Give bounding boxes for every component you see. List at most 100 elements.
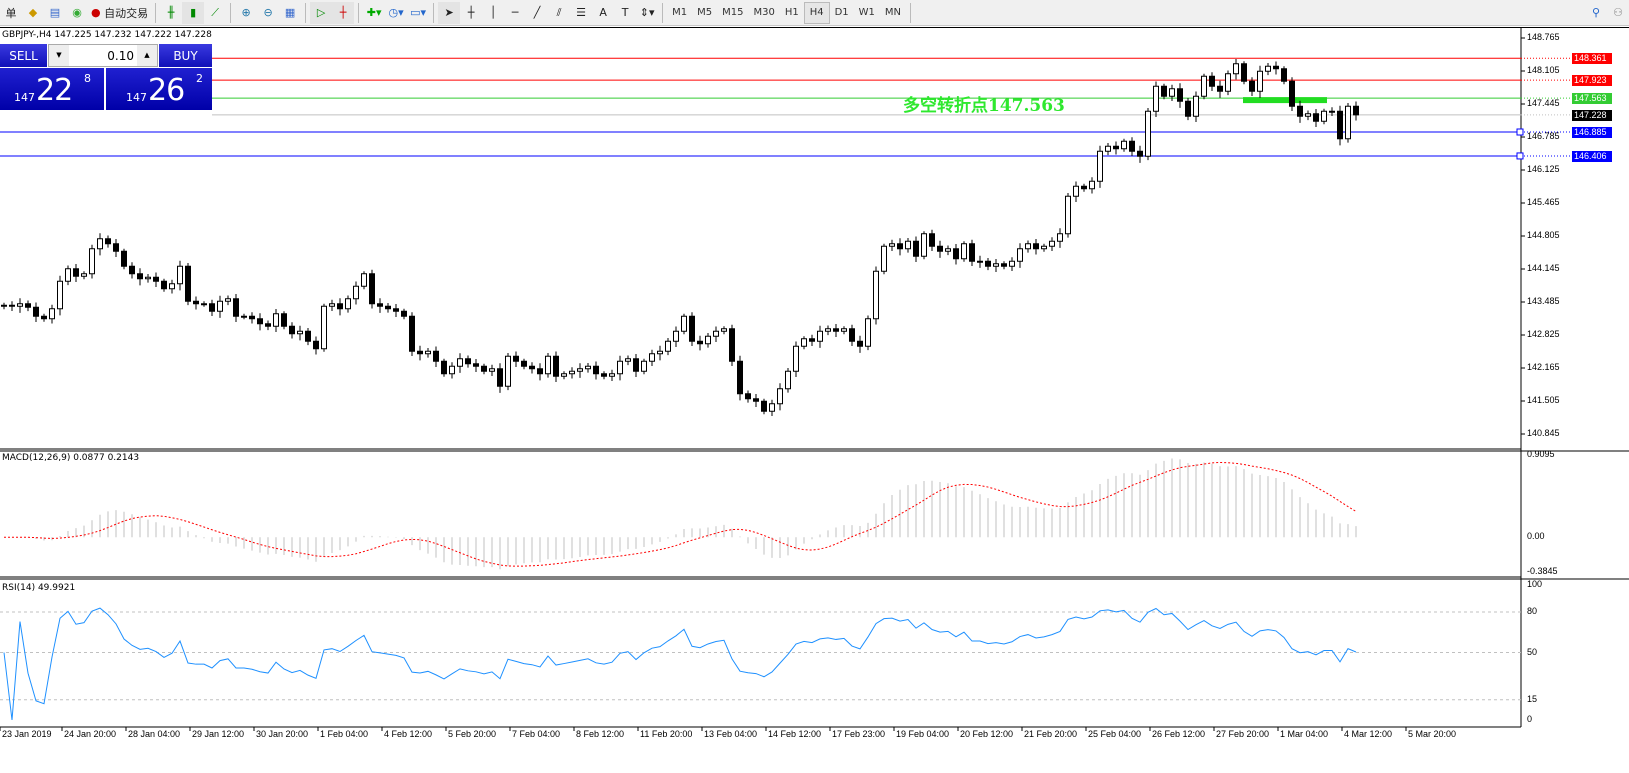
periods-icon[interactable]: ◷▾	[388, 6, 404, 19]
vertical-line-icon[interactable]: │	[489, 6, 497, 19]
candle-bull	[97, 238, 103, 250]
lot-size-field[interactable]: ▼ 0.10 ▲	[48, 44, 158, 67]
navigator-icon[interactable]: ▤	[49, 6, 61, 19]
candle-bear	[409, 315, 415, 352]
fibo-fan-icon[interactable]: ☰	[576, 6, 587, 19]
price-tick-label: 144.805	[1527, 230, 1560, 240]
candle-bull	[57, 280, 63, 310]
toolbar-cut-label[interactable]: 单	[5, 6, 17, 20]
macd-tick-label: 0.9095	[1527, 449, 1555, 459]
time-tick-label: 5 Feb 20:00	[448, 729, 497, 739]
timeframe-h1[interactable]: H1	[784, 7, 799, 18]
zoom-out-icon[interactable]: ⊖	[263, 6, 273, 19]
indicators-icon[interactable]: ✚▾	[366, 6, 382, 19]
candle-bear	[985, 260, 991, 267]
cursor-icon[interactable]: ➤	[438, 1, 461, 24]
buy-button[interactable]: BUY	[159, 44, 212, 67]
price-tick-label: 148.765	[1527, 32, 1560, 42]
price-tick-label: 144.145	[1527, 263, 1560, 273]
candle-bear	[257, 318, 263, 325]
candle-bull	[1225, 73, 1231, 92]
line-chart-icon[interactable]: ⟋	[211, 5, 219, 19]
price-tick-label: 146.125	[1527, 164, 1560, 174]
candle-bull	[881, 245, 887, 272]
trendline-icon[interactable]: ╱	[533, 6, 541, 19]
lot-decrease-icon[interactable]: ▼	[49, 45, 69, 66]
candle-bear	[913, 240, 919, 257]
timeframe-m15[interactable]: M15	[722, 7, 744, 18]
tile-windows-icon[interactable]: ▦	[284, 6, 296, 19]
chart-canvas[interactable]	[0, 27, 1629, 773]
time-tick-label: 26 Feb 12:00	[1152, 729, 1206, 739]
auto-scroll-icon[interactable]: ▷	[310, 1, 333, 24]
search-icon[interactable]: ⚲	[1591, 6, 1601, 19]
timeframe-m30[interactable]: M30	[753, 7, 775, 18]
candle-bull	[1073, 185, 1079, 197]
price-level-tag: 146.406	[1572, 150, 1612, 162]
autotrade-button[interactable]: ● 自动交易	[88, 2, 151, 24]
templates-icon[interactable]: ▭▾	[410, 6, 427, 19]
candle-bull	[545, 355, 551, 375]
candle-bull	[1009, 260, 1015, 267]
lot-increase-icon[interactable]: ▲	[137, 45, 157, 66]
price-level-tag: 147.923	[1572, 75, 1612, 87]
timeframe-h4[interactable]: H4	[803, 1, 830, 24]
price-level-tag: 148.361	[1572, 53, 1612, 65]
pivot-annotation[interactable]: 多空转折点147.563	[903, 96, 1065, 116]
timeframe-mn[interactable]: MN	[884, 7, 902, 18]
candle-bear	[1209, 75, 1215, 87]
one-click-trading-panel: SELL ▼ 0.10 ▲ BUY 147 22 8 147 26 2	[0, 44, 212, 110]
sell-button[interactable]: SELL	[0, 44, 47, 67]
time-tick-label: 25 Feb 04:00	[1088, 729, 1142, 739]
price-tick-label: 141.505	[1527, 395, 1560, 405]
candle-bear	[529, 365, 535, 370]
bar-chart-icon[interactable]: ╫	[167, 6, 175, 19]
candle-bull	[777, 388, 783, 405]
market-watch-icon[interactable]: ◆	[28, 6, 38, 19]
candle-bull	[1193, 95, 1199, 117]
chart-shift-icon[interactable]: ┼	[332, 1, 355, 24]
buy-price[interactable]: 147 26 2	[106, 68, 212, 110]
candle-bear	[377, 303, 383, 307]
candle-bull	[801, 338, 807, 347]
candle-bear	[481, 365, 487, 372]
rsi-tick-label: 50	[1527, 646, 1538, 657]
candle-bull	[1321, 110, 1327, 122]
fibonacci-icon[interactable]: ⫽	[556, 5, 562, 19]
timeframe-m5[interactable]: M5	[697, 7, 713, 18]
candlestick-icon[interactable]: ▮	[182, 1, 205, 24]
level-handle	[1516, 152, 1524, 160]
time-tick-label: 24 Jan 20:00	[64, 729, 117, 739]
price-tick-label: 142.165	[1527, 362, 1560, 372]
candle-bear	[1185, 100, 1191, 117]
timeframe-m1[interactable]: M1	[672, 7, 688, 18]
chart-window[interactable]: GBPJPY-,H4 147.225 147.232 147.222 147.2…	[0, 27, 1629, 773]
signals-icon[interactable]: ◉	[72, 6, 82, 19]
label-icon[interactable]: T	[621, 6, 629, 19]
arrows-icon[interactable]: ⇕▾	[639, 6, 655, 19]
community-icon[interactable]: ⚇	[1613, 6, 1623, 19]
zoom-in-icon[interactable]: ⊕	[241, 6, 251, 19]
crosshair-icon[interactable]: ┼	[467, 6, 475, 19]
lot-value[interactable]: 0.10	[107, 48, 134, 63]
time-tick-label: 20 Feb 12:00	[960, 729, 1014, 739]
sell-price[interactable]: 147 22 8	[0, 68, 104, 110]
candle-bull	[321, 305, 327, 350]
rsi-tick-label: 80	[1527, 606, 1538, 616]
candle-bull	[1233, 63, 1239, 75]
timeframe-w1[interactable]: W1	[858, 7, 875, 18]
candle-bull	[641, 360, 647, 372]
text-icon[interactable]: A	[599, 6, 607, 19]
candle-bear	[1081, 185, 1087, 190]
candle-bull	[681, 315, 687, 332]
horizontal-line-icon[interactable]: ─	[511, 6, 519, 19]
candle-bear	[129, 265, 135, 275]
time-tick-label: 29 Jan 12:00	[192, 729, 245, 739]
macd-signal-line	[3, 461, 1357, 567]
candle-bear	[41, 315, 47, 320]
rsi-tick-label: 15	[1527, 693, 1538, 704]
candle-bear	[1353, 105, 1359, 116]
timeframe-d1[interactable]: D1	[834, 7, 849, 18]
time-tick-label: 30 Jan 20:00	[256, 729, 309, 739]
candle-bear	[121, 250, 127, 267]
